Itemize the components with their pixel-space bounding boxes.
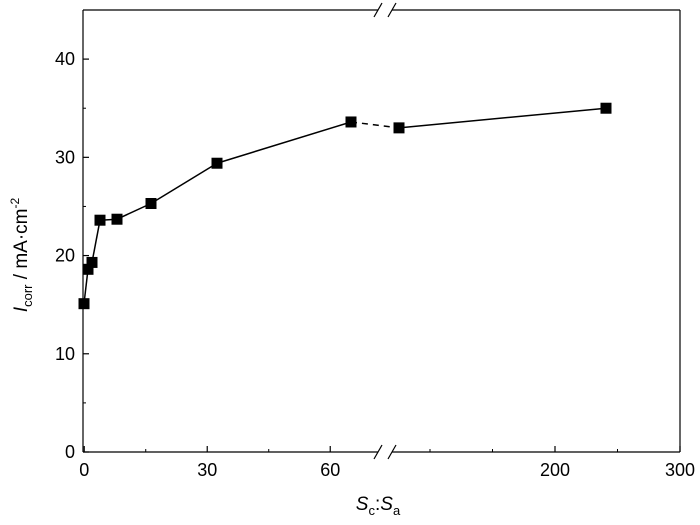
y-tick-label: 10 [55, 344, 75, 364]
data-point-marker [600, 102, 612, 114]
axis-break-mark [373, 444, 383, 460]
x-tick-label: 30 [197, 460, 217, 480]
series-line-segment [216, 121, 352, 164]
data-point-marker [145, 197, 157, 209]
y-tick-label: 30 [55, 147, 75, 167]
y-tick-label: 0 [65, 442, 75, 462]
data-point-marker [78, 298, 90, 310]
series-line-segment [83, 269, 89, 304]
tick-labels: 0 10 20 30 40 0 30 60 200 300 [55, 49, 695, 480]
series-line-segment [116, 202, 152, 220]
x-axis-label: Sc:Sa [356, 494, 401, 518]
series-line-segment [150, 162, 218, 205]
x-tick-label: 200 [540, 460, 570, 480]
plot-frame [82, 2, 681, 460]
data-series [78, 102, 612, 310]
y-axis-label: Icorr / mA·cm-2 [8, 198, 35, 313]
x-tick-label: 0 [79, 460, 89, 480]
y-tick-label: 40 [55, 49, 75, 69]
data-point-marker [86, 256, 98, 268]
axis-ticks [83, 58, 681, 453]
series-line-segment [350, 121, 400, 129]
data-point-marker [211, 157, 223, 169]
data-point-marker [393, 122, 405, 134]
data-point-marker [82, 263, 94, 275]
data-point-marker [345, 116, 357, 128]
series-line-segment [91, 220, 101, 263]
axis-break-mark [373, 2, 383, 18]
y-tick-label: 20 [55, 246, 75, 266]
data-point-marker [111, 213, 123, 225]
x-tick-label: 300 [665, 460, 695, 480]
axis-break-mark [387, 2, 397, 18]
axis-break-mark [387, 444, 397, 460]
data-point-marker [94, 214, 106, 226]
x-tick-label: 60 [320, 460, 340, 480]
series-line-segment [398, 107, 607, 129]
